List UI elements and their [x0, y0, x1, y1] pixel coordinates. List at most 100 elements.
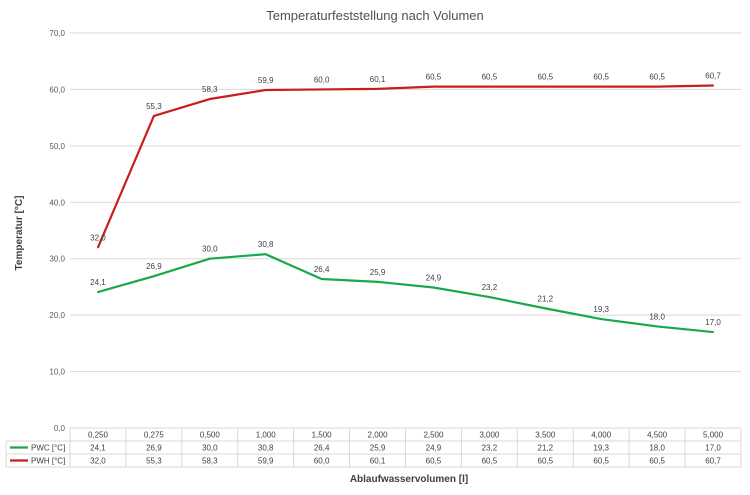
- table-cell: 58,3: [202, 457, 218, 466]
- data-label: 30,0: [202, 245, 218, 254]
- table-cell: 30,0: [202, 444, 218, 453]
- data-label: 18,0: [649, 312, 665, 321]
- data-label: 19,3: [593, 305, 609, 314]
- x-tick-label: 4,000: [591, 431, 612, 440]
- data-table: 0,250 0,275 0,500 1,000 1,500 2,000 2,500 3,000…: [5, 427, 742, 468]
- data-label: 60,5: [649, 73, 665, 82]
- table-cell: 60,5: [482, 457, 498, 466]
- table-cell: 60,5: [538, 457, 554, 466]
- table-cell: 60,1: [370, 457, 386, 466]
- y-tick-labels: 0,0 10,0 20,0 30,0 40,0 50,0 60,0 70,0: [49, 29, 65, 433]
- data-point: [432, 286, 435, 289]
- x-tick-label: 1,000: [256, 431, 277, 440]
- data-point: [96, 246, 99, 249]
- table-cell: 60,7: [705, 457, 721, 466]
- data-label: 24,9: [426, 273, 442, 282]
- chart-title: Temperaturfeststellung nach Volumen: [266, 8, 484, 23]
- table-cell: 32,0: [90, 457, 106, 466]
- data-label: 21,2: [538, 294, 554, 303]
- data-point: [544, 307, 547, 310]
- data-label: 26,4: [314, 265, 330, 274]
- data-label: 60,5: [538, 73, 554, 82]
- data-label: 26,9: [146, 262, 162, 271]
- x-tick-label: 3,000: [479, 431, 500, 440]
- data-label: 25,9: [370, 268, 386, 277]
- table-cell: 24,9: [426, 444, 442, 453]
- y-tick-label: 60,0: [49, 85, 65, 94]
- table-cell: 24,1: [90, 444, 106, 453]
- x-tick-label: 4,500: [647, 431, 668, 440]
- data-label: 59,9: [258, 76, 274, 85]
- data-labels: 24,1 26,9 30,0 30,8 26,4 25,9 24,9 23,2 21,2 19,3…: [90, 71, 721, 327]
- table-cell: 25,9: [370, 444, 386, 453]
- data-point: [488, 296, 491, 299]
- data-point: [96, 291, 99, 294]
- table-cell: 30,8: [258, 444, 274, 453]
- table-cell: 60,5: [649, 457, 665, 466]
- table-cell: 19,3: [593, 444, 609, 453]
- x-tick-label: 0,250: [88, 431, 109, 440]
- x-tick-label: 0,275: [144, 431, 165, 440]
- data-point: [264, 253, 267, 256]
- series-line: [96, 84, 714, 248]
- x-tick-label: 2,500: [423, 431, 444, 440]
- table-cell: 26,4: [314, 444, 330, 453]
- series-line: [97, 253, 714, 334]
- table-cell: 18,0: [649, 444, 665, 453]
- data-label: 58,3: [202, 85, 218, 94]
- data-label: 23,2: [482, 283, 498, 292]
- data-point: [600, 85, 603, 88]
- table-cell: 55,3: [146, 457, 162, 466]
- table-cell: 59,9: [258, 457, 274, 466]
- y-tick-label: 70,0: [49, 29, 65, 38]
- y-tick-label: 40,0: [49, 198, 65, 207]
- data-point: [376, 280, 379, 283]
- data-point: [656, 325, 659, 328]
- data-point: [152, 275, 155, 278]
- x-tick-label: 0,500: [200, 431, 221, 440]
- data-point: [208, 257, 211, 260]
- table-cell: 23,2: [482, 444, 498, 453]
- data-point: [376, 87, 379, 90]
- y-tick-label: 50,0: [49, 142, 65, 151]
- table-cell: 60,0: [314, 457, 330, 466]
- data-label: 60,5: [426, 73, 442, 82]
- x-axis-title: Ablaufwasservolumen [l]: [350, 474, 468, 485]
- data-point: [712, 84, 715, 87]
- data-label: 32,0: [90, 233, 106, 242]
- x-tick-label: 1,500: [312, 431, 333, 440]
- y-tick-label: 30,0: [49, 255, 65, 264]
- data-point: [320, 278, 323, 281]
- data-point: [712, 331, 715, 334]
- data-point: [488, 85, 491, 88]
- data-label: 60,5: [593, 73, 609, 82]
- legend-entry: PWH [°C]: [31, 457, 65, 466]
- series-lines: [96, 84, 715, 334]
- data-label: 60,0: [314, 75, 330, 84]
- data-point: [152, 114, 155, 117]
- data-point: [320, 88, 323, 91]
- table-cell: 60,5: [593, 457, 609, 466]
- table-cell: 26,9: [146, 444, 162, 453]
- x-tick-label: 5,000: [703, 431, 724, 440]
- legend-entry: PWC [°C]: [31, 444, 65, 453]
- data-label: 60,7: [705, 71, 721, 80]
- data-point: [208, 98, 211, 101]
- gridlines: [70, 32, 741, 373]
- data-label: 30,8: [258, 240, 274, 249]
- data-label: 60,5: [482, 73, 498, 82]
- y-axis-title: Temperatur [°C]: [14, 196, 25, 271]
- data-label: 55,3: [146, 102, 162, 111]
- y-tick-label: 20,0: [49, 311, 65, 320]
- x-tick-label: 2,000: [368, 431, 389, 440]
- y-tick-label: 10,0: [49, 368, 65, 377]
- data-point: [432, 85, 435, 88]
- table-cell: 17,0: [705, 444, 721, 453]
- table-cell: 60,5: [426, 457, 442, 466]
- table-cell: 21,2: [538, 444, 554, 453]
- data-label: 24,1: [90, 278, 106, 287]
- data-point: [264, 88, 267, 91]
- y-tick-label: 0,0: [54, 424, 66, 433]
- x-tick-label: 3,500: [535, 431, 556, 440]
